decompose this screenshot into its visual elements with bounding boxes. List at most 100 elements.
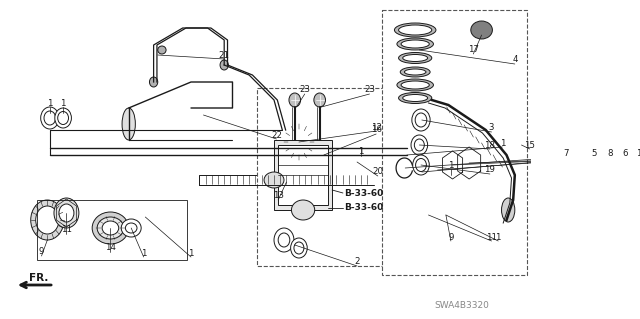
Ellipse shape: [352, 154, 362, 166]
Text: 1: 1: [141, 249, 147, 257]
Ellipse shape: [397, 38, 433, 50]
Text: 21: 21: [219, 50, 230, 60]
Ellipse shape: [314, 93, 326, 107]
Ellipse shape: [92, 212, 129, 244]
Ellipse shape: [220, 60, 228, 70]
Text: 7: 7: [564, 149, 569, 158]
Text: 11: 11: [61, 226, 72, 234]
Ellipse shape: [294, 242, 304, 254]
Text: B-33-60: B-33-60: [344, 204, 384, 212]
Ellipse shape: [471, 21, 492, 39]
Text: 2: 2: [355, 257, 360, 266]
Ellipse shape: [44, 111, 56, 125]
Text: 13: 13: [273, 191, 284, 201]
Ellipse shape: [419, 203, 438, 227]
Ellipse shape: [422, 207, 435, 222]
FancyBboxPatch shape: [199, 175, 374, 185]
Text: 12: 12: [371, 122, 381, 131]
Text: 22: 22: [271, 130, 282, 139]
Ellipse shape: [399, 206, 414, 224]
Text: B-33-60: B-33-60: [344, 189, 384, 197]
FancyBboxPatch shape: [274, 140, 332, 210]
Ellipse shape: [461, 153, 477, 173]
Ellipse shape: [502, 198, 515, 222]
Text: 17: 17: [468, 46, 479, 55]
Text: 1: 1: [358, 147, 364, 157]
Ellipse shape: [403, 94, 428, 101]
Ellipse shape: [403, 55, 428, 62]
Ellipse shape: [122, 108, 135, 140]
Ellipse shape: [121, 219, 141, 237]
FancyBboxPatch shape: [257, 88, 394, 266]
Ellipse shape: [412, 109, 430, 131]
Text: 1: 1: [60, 99, 66, 108]
Ellipse shape: [414, 139, 424, 151]
Ellipse shape: [455, 146, 483, 180]
Ellipse shape: [401, 81, 429, 89]
Text: 23: 23: [300, 85, 310, 94]
Text: SWA4B3320: SWA4B3320: [434, 300, 489, 309]
Text: 15: 15: [524, 140, 535, 150]
Text: 14: 14: [105, 243, 116, 253]
Text: 4: 4: [512, 56, 518, 64]
Ellipse shape: [401, 40, 429, 48]
Text: 20: 20: [372, 167, 383, 176]
Text: 8: 8: [607, 149, 613, 158]
Ellipse shape: [31, 200, 64, 240]
Text: 1: 1: [500, 138, 505, 147]
Ellipse shape: [404, 69, 426, 75]
Text: 19: 19: [484, 166, 495, 174]
Ellipse shape: [59, 204, 74, 222]
Text: 23: 23: [364, 85, 375, 94]
Ellipse shape: [55, 108, 72, 128]
Ellipse shape: [413, 155, 429, 175]
Text: 3: 3: [489, 123, 494, 132]
Text: 18: 18: [484, 140, 495, 150]
Ellipse shape: [441, 151, 464, 179]
Ellipse shape: [415, 113, 427, 127]
Ellipse shape: [150, 77, 158, 87]
Ellipse shape: [36, 206, 59, 234]
Ellipse shape: [291, 238, 307, 258]
Text: 10: 10: [636, 149, 640, 158]
Ellipse shape: [415, 159, 426, 172]
FancyBboxPatch shape: [278, 145, 328, 205]
Ellipse shape: [97, 217, 124, 239]
Ellipse shape: [396, 201, 419, 229]
Ellipse shape: [284, 124, 314, 160]
Text: 9: 9: [39, 248, 44, 256]
Ellipse shape: [411, 135, 428, 155]
Ellipse shape: [278, 125, 287, 135]
Ellipse shape: [41, 107, 59, 129]
Text: 6: 6: [623, 149, 628, 158]
Ellipse shape: [289, 93, 301, 107]
Ellipse shape: [291, 200, 315, 220]
Text: FR.: FR.: [29, 273, 49, 283]
Ellipse shape: [438, 206, 453, 224]
Ellipse shape: [430, 161, 445, 179]
Ellipse shape: [278, 233, 290, 247]
Ellipse shape: [349, 151, 365, 169]
Ellipse shape: [446, 157, 459, 173]
Ellipse shape: [435, 201, 458, 229]
Text: 11: 11: [486, 233, 497, 241]
Ellipse shape: [394, 23, 436, 37]
Ellipse shape: [264, 172, 284, 188]
Ellipse shape: [397, 79, 433, 91]
Ellipse shape: [125, 223, 137, 233]
Text: 16: 16: [371, 125, 381, 135]
Text: 1: 1: [47, 99, 52, 108]
Ellipse shape: [415, 164, 428, 180]
Ellipse shape: [58, 112, 68, 124]
Text: 9: 9: [448, 233, 454, 241]
Ellipse shape: [400, 67, 430, 77]
Ellipse shape: [158, 46, 166, 54]
Ellipse shape: [288, 129, 310, 155]
Ellipse shape: [399, 93, 432, 103]
Text: 1: 1: [495, 233, 501, 241]
Ellipse shape: [418, 167, 426, 177]
Text: 1: 1: [448, 160, 454, 169]
Ellipse shape: [102, 221, 119, 235]
Ellipse shape: [274, 228, 294, 252]
Text: 1: 1: [188, 249, 194, 257]
